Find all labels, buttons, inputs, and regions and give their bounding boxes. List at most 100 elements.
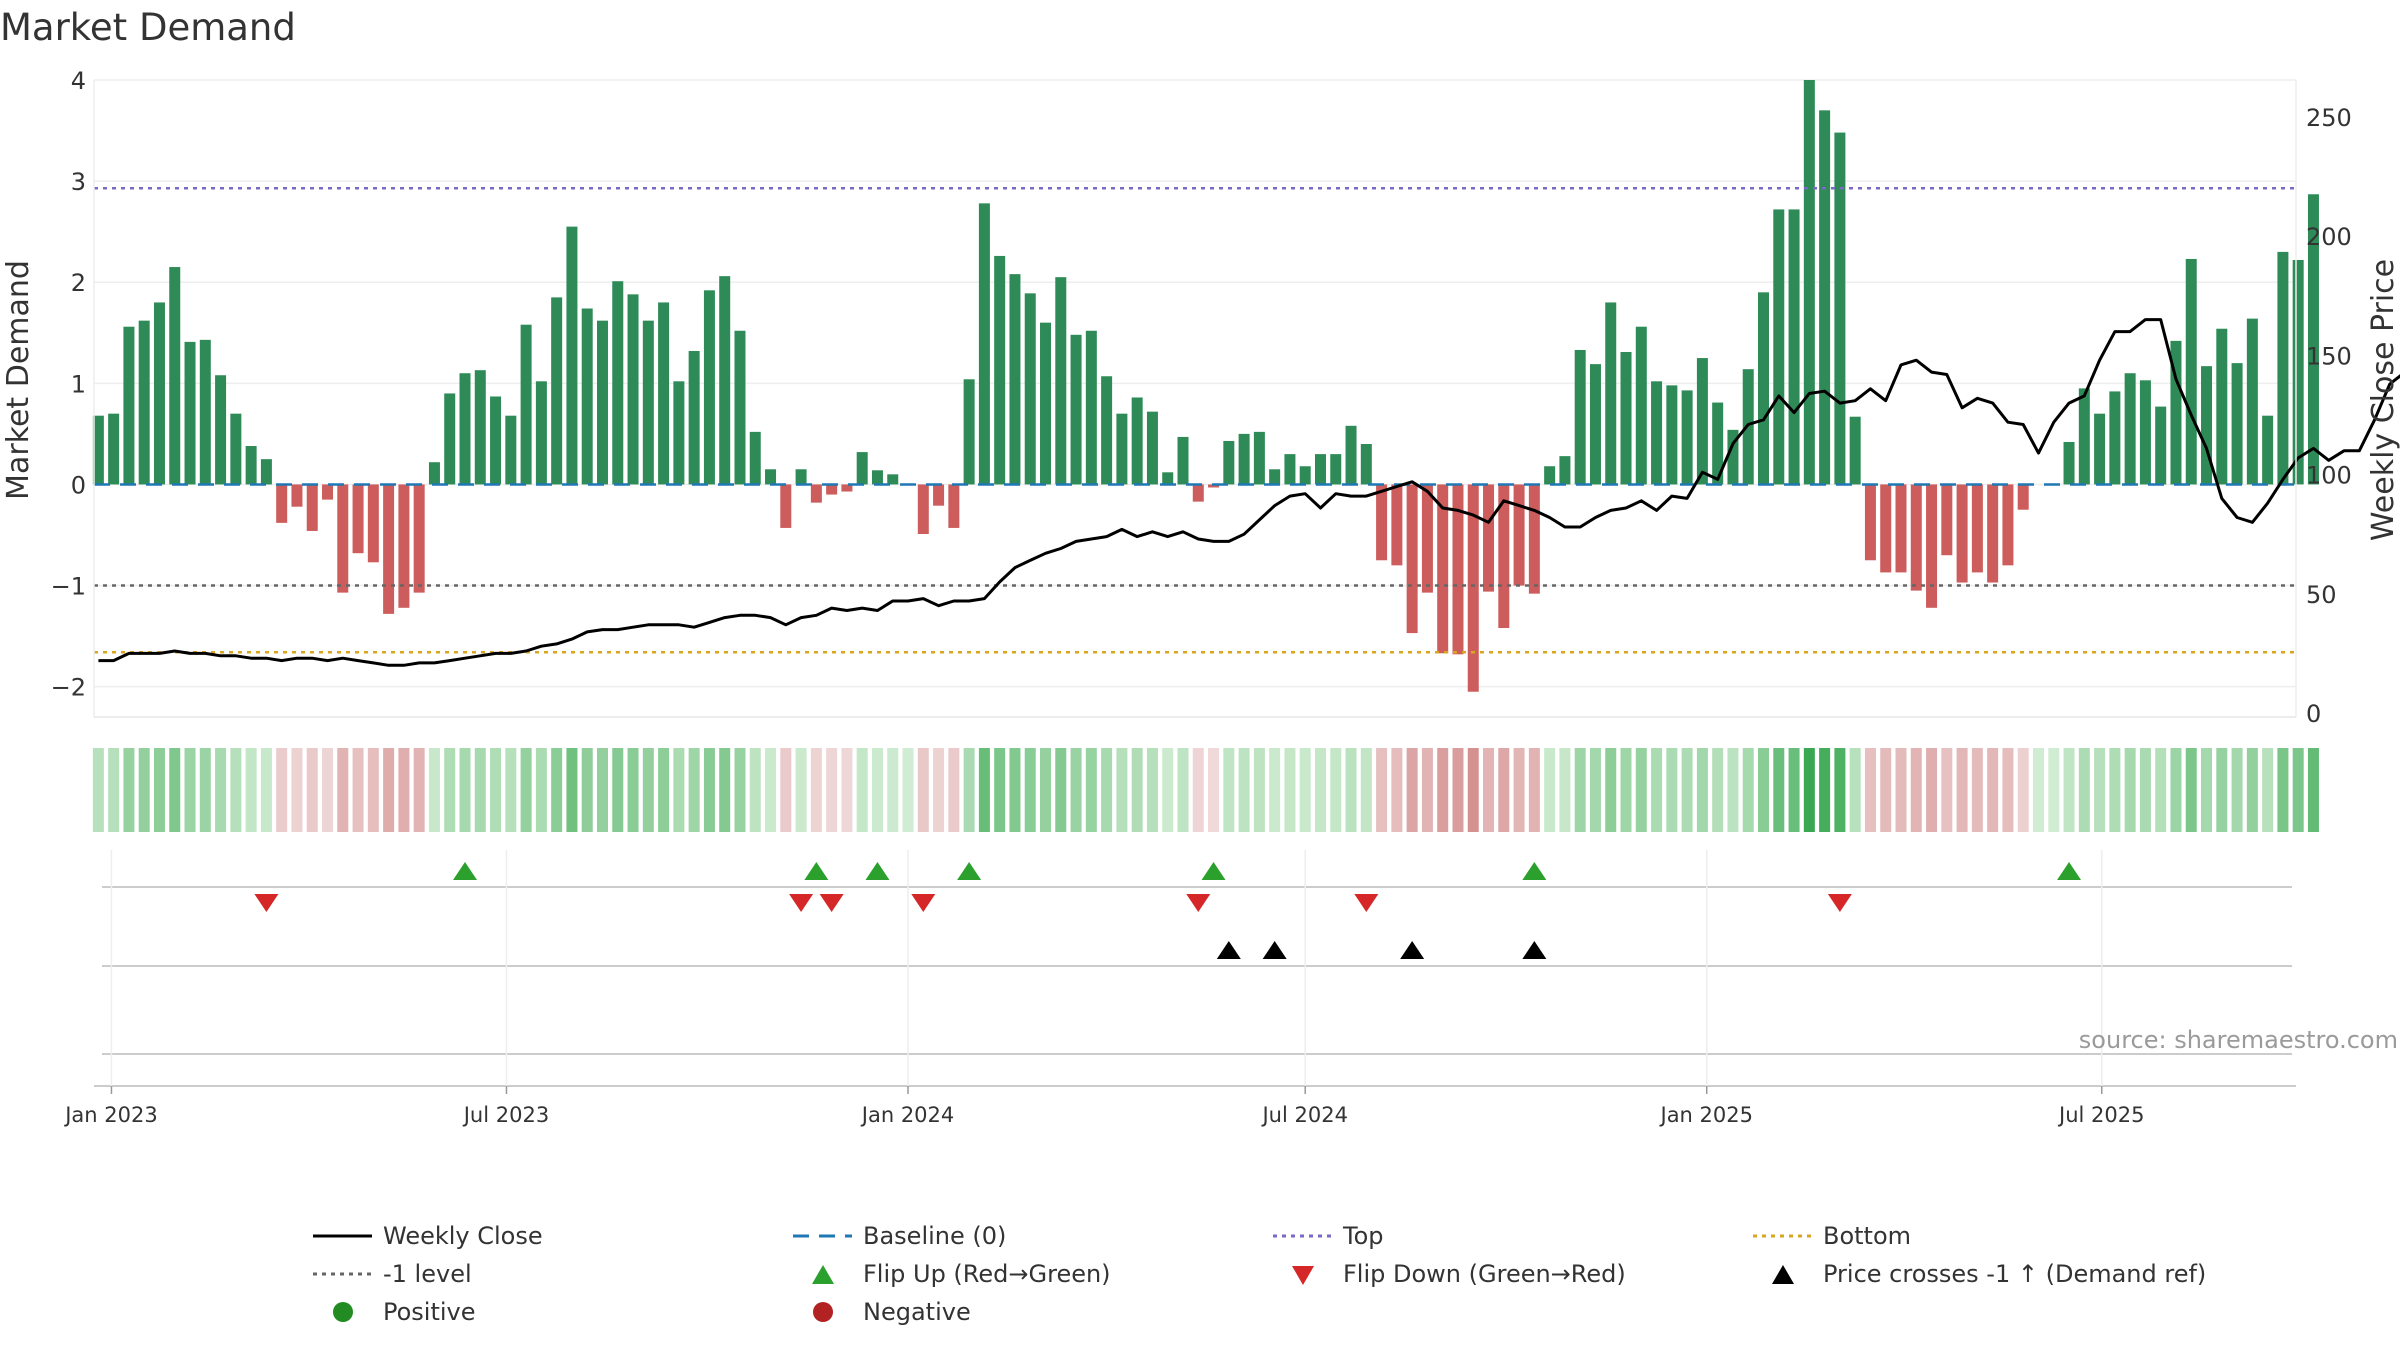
flip-down-marker — [1354, 894, 1379, 912]
y-tick-label: −1 — [51, 573, 86, 601]
legend-price-cross-marker — [1772, 1265, 1794, 1284]
date-axis: Jan 2023 Jul 2023 Jan 2024 Jul 2024 Jan 2025… — [63, 850, 2145, 1127]
y2-tick-label: 100 — [2306, 462, 2352, 490]
legend-flip-up-label: Flip Up (Red→Green) — [863, 1260, 1111, 1288]
heat-cell — [322, 748, 334, 832]
flip-down-marker — [1827, 894, 1852, 912]
y2-tick-label: 250 — [2306, 104, 2352, 132]
heat-cell — [1864, 748, 1876, 832]
demand-bar-positive — [490, 396, 502, 485]
demand-bar-positive — [2292, 259, 2304, 485]
heat-cell — [1788, 748, 1800, 832]
x-tick-label: Jul 2024 — [1260, 1103, 1347, 1127]
demand-bar-positive — [642, 320, 654, 485]
heat-cell — [749, 748, 761, 832]
demand-bar-positive — [1681, 390, 1693, 485]
demand-bar-positive — [719, 276, 731, 485]
source-note: source: sharemaestro.com — [2079, 1026, 2398, 1054]
demand-bar-positive — [1773, 209, 1785, 485]
heat-cell — [215, 748, 227, 832]
heat-cell — [2185, 748, 2197, 832]
demand-bar-positive — [596, 320, 608, 485]
legend-bottom-label: Bottom — [1823, 1222, 1911, 1250]
demand-bar-positive — [2063, 441, 2075, 485]
heat-cell — [1895, 748, 1907, 832]
demand-bar-positive — [581, 308, 593, 485]
heat-cell — [474, 748, 486, 832]
heat-cell — [230, 748, 242, 832]
demand-bar-positive — [1040, 322, 1052, 485]
demand-bar-negative — [1941, 484, 1953, 556]
demand-bar-positive — [1070, 334, 1082, 485]
y2-tick-label: 150 — [2306, 342, 2352, 370]
heat-cell — [1727, 748, 1739, 832]
heat-cell — [1849, 748, 1861, 832]
heat-cell — [917, 748, 929, 832]
heat-cell — [184, 748, 196, 832]
demand-bar-positive — [2262, 415, 2274, 485]
flip-up-marker — [453, 862, 478, 880]
heat-cell — [826, 748, 838, 832]
heat-cell — [1421, 748, 1433, 832]
demand-bar-positive — [688, 350, 700, 485]
heat-cell — [1971, 748, 1983, 832]
flip-up-marker — [1201, 862, 1226, 880]
demand-bar-positive — [1589, 364, 1601, 485]
heat-cell — [169, 748, 181, 832]
heat-cell — [337, 748, 349, 832]
heat-cell — [153, 748, 165, 832]
heat-cell — [1177, 748, 1189, 832]
heat-cell — [444, 748, 456, 832]
price-cross-marker — [1216, 941, 1241, 959]
heat-cell — [1574, 748, 1586, 832]
legend-minus1-label: -1 level — [383, 1260, 472, 1288]
legend-price-cross-label: Price crosses -1 ↑ (Demand ref) — [1823, 1260, 2206, 1288]
heat-cell — [2292, 748, 2304, 832]
heat-cell — [856, 748, 868, 832]
heat-cell — [1941, 748, 1953, 832]
demand-bar-positive — [459, 373, 471, 485]
heat-cell — [1284, 748, 1296, 832]
demand-bar-positive — [505, 415, 517, 485]
y-tick-label: 0 — [71, 471, 86, 499]
x-tick-label: Jan 2025 — [1659, 1103, 1754, 1127]
demand-bar-negative — [322, 484, 334, 500]
weekly-close-series — [98, 318, 2400, 667]
demand-bar-positive — [1238, 433, 1250, 485]
demand-bar-positive — [1314, 454, 1326, 485]
heat-cell — [1330, 748, 1342, 832]
heat-cell — [276, 748, 288, 832]
legend-negative-label: Negative — [863, 1298, 971, 1326]
demand-bar-positive — [2246, 318, 2258, 485]
demand-bar-positive — [2094, 413, 2106, 485]
heat-cell — [1055, 748, 1067, 832]
heat-cell — [2307, 748, 2319, 832]
heat-cell — [1605, 748, 1617, 832]
heat-cell — [994, 748, 1006, 832]
heat-cell — [1070, 748, 1082, 832]
demand-bar-positive — [444, 393, 456, 485]
demand-bar-positive — [1024, 293, 1036, 485]
heat-cell — [902, 748, 914, 832]
demand-bar-negative — [413, 484, 425, 593]
demand-bar-positive — [978, 203, 990, 485]
demand-bar-positive — [1146, 411, 1158, 485]
heat-cell — [887, 748, 899, 832]
heat-cell — [1589, 748, 1601, 832]
axes-frame — [93, 80, 2297, 718]
demand-bar-positive — [245, 446, 257, 485]
demand-bar-positive — [2277, 251, 2289, 485]
flip-up-marker — [957, 862, 982, 880]
reference-lines — [94, 186, 2296, 654]
demand-bar-positive — [1009, 274, 1021, 485]
demand-bar-positive — [2307, 194, 2319, 485]
demand-bar-negative — [291, 484, 303, 507]
heat-cell — [383, 748, 395, 832]
demand-bar-positive — [92, 415, 104, 485]
demand-bar-positive — [108, 413, 120, 485]
heat-cell — [1467, 748, 1479, 832]
heat-cell — [963, 748, 975, 832]
heat-cell — [2216, 748, 2228, 832]
heat-cell — [1712, 748, 1724, 832]
flip-up-marker — [2057, 862, 2082, 880]
